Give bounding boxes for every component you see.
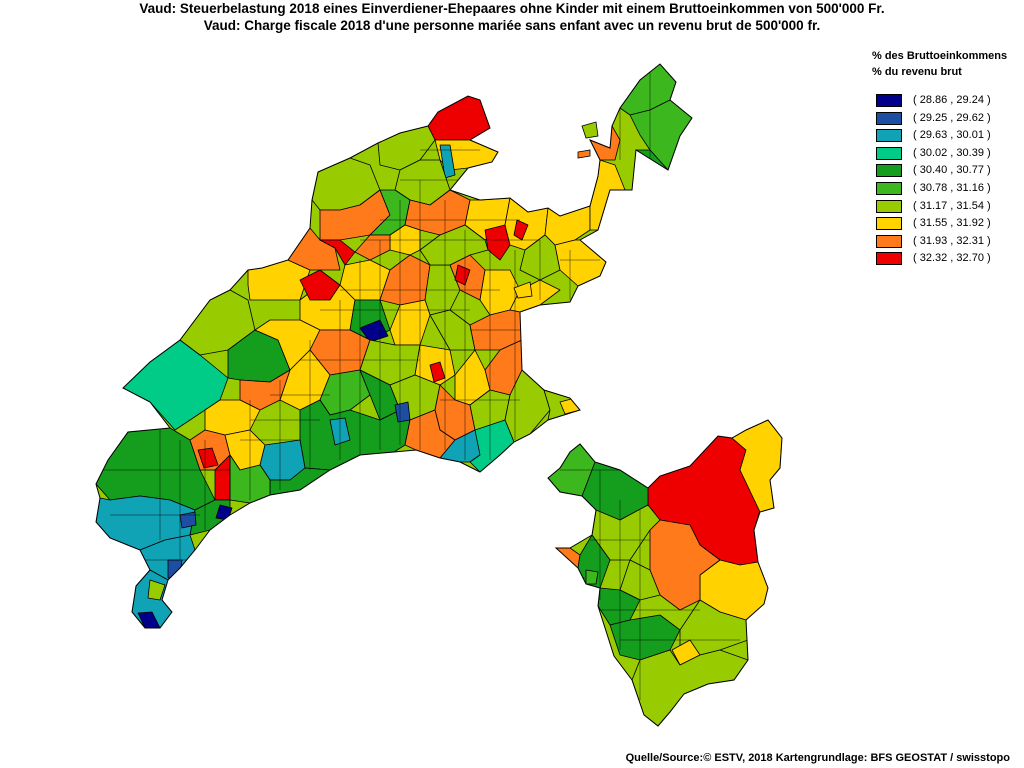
legend-title-fr: % du revenu brut [872,66,962,78]
legend-label: ( 30.78 , 31.16 ) [913,181,991,194]
region-blue-central [359,319,389,343]
legend-label: ( 32.32 , 32.70 ) [913,252,991,265]
legend-swatch [876,129,902,143]
map-title-de: Vaud: Steuerbelastung 2018 eines Einverd… [139,1,885,16]
legend-swatch [876,181,902,195]
source-credit: Quelle/Source:© ESTV, 2018 Kartengrundla… [625,752,1010,764]
legend-label: ( 30.40 , 30.77 ) [913,164,991,177]
legend-swatch [876,111,902,125]
map-region-south [548,420,782,726]
legend-label: ( 30.02 , 30.39 ) [913,146,991,159]
legend-swatch [876,146,902,160]
map-title-fr: Vaud: Charge fiscale 2018 d'une personne… [203,18,821,33]
legend-swatch [876,199,902,213]
legend-swatch [876,217,902,231]
legend-label: ( 29.63 , 30.01 ) [913,129,991,142]
legend-label: ( 31.93 , 32.31 ) [913,234,991,247]
legend-title-de: % des Bruttoeinkommens [872,50,1008,62]
legend-swatch [876,234,902,248]
legend-label: ( 28.86 , 29.24 ) [913,94,991,106]
legend-label: ( 31.17 , 31.54 ) [913,199,991,212]
legend-label: ( 31.55 , 31.92 ) [913,217,991,230]
legend-swatch [876,164,902,178]
legend-label: ( 29.25 , 29.62 ) [913,111,991,124]
legend-swatch [876,252,902,266]
legend-swatch [876,94,902,107]
